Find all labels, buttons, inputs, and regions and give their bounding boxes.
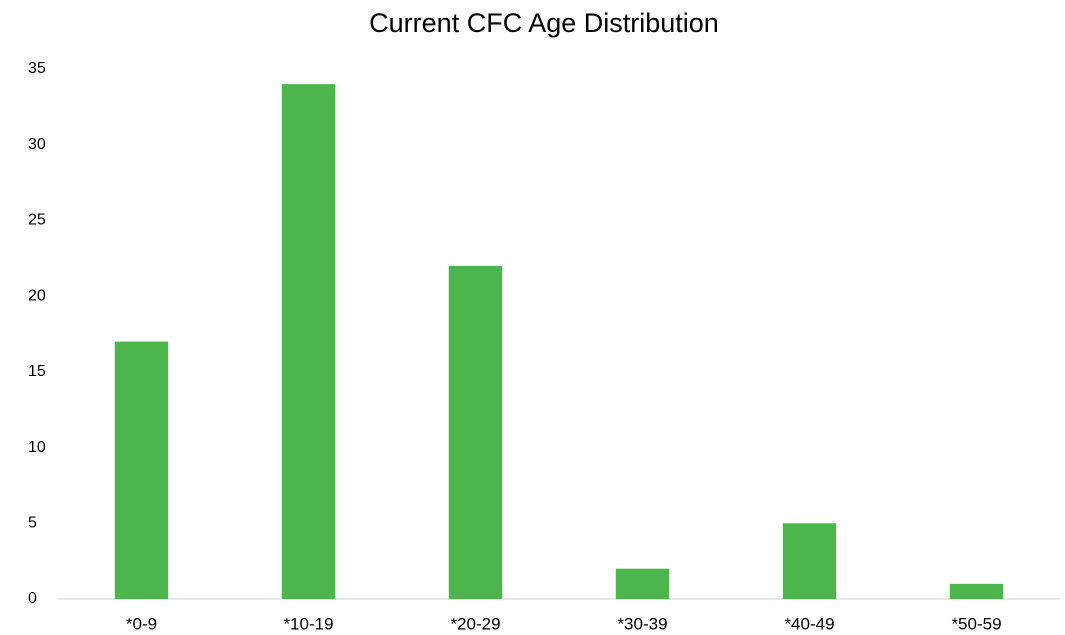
x-tick-label: *40-49 [784,614,834,633]
x-tick-label: *50-59 [951,614,1001,633]
bar [448,265,503,599]
y-tick-label: 0 [28,590,37,607]
chart-title: Current CFC Age Distribution [369,8,719,38]
bar [782,523,837,599]
x-tick-label: *30-39 [617,614,667,633]
y-tick-label: 10 [28,439,46,456]
bar [281,84,336,599]
y-tick-label: 30 [28,136,46,153]
x-tick-label: *10-19 [283,614,333,633]
x-tick-label: *0-9 [126,614,157,633]
bar [949,583,1004,599]
bar [114,341,169,599]
y-tick-label: 15 [28,363,46,380]
bar [615,568,670,599]
x-tick-label: *20-29 [450,614,500,633]
y-tick-label: 35 [28,60,46,77]
y-tick-label: 5 [28,515,37,532]
y-tick-label: 20 [28,287,46,304]
y-tick-label: 25 [28,212,46,229]
